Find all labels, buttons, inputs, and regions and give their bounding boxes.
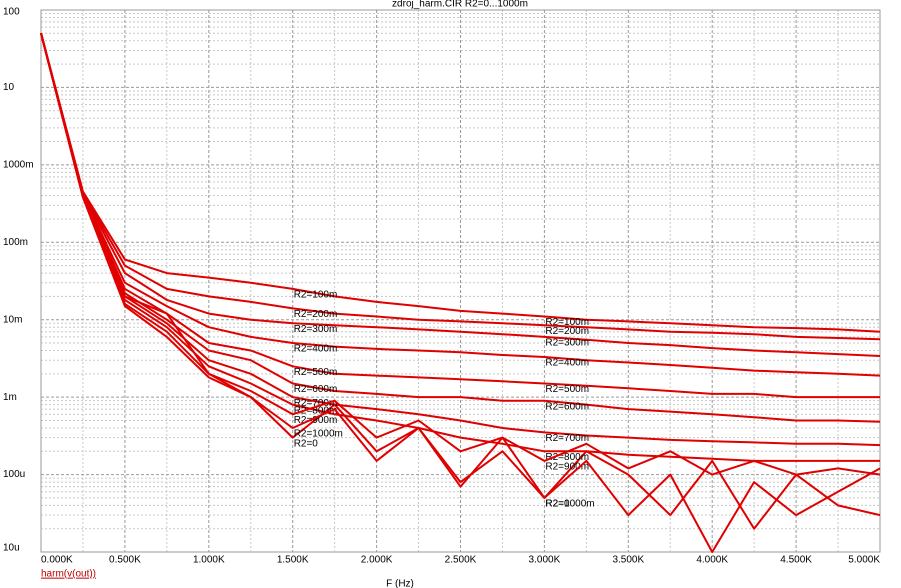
series-label: R2=500m xyxy=(294,367,338,378)
y-tick-label: 1m xyxy=(3,392,17,403)
series-label: R2=0 xyxy=(545,499,570,510)
series-line xyxy=(40,33,881,553)
series-label: R2=400m xyxy=(294,344,338,355)
series-line xyxy=(40,33,881,357)
x-tick-label: 4.500K xyxy=(780,555,812,566)
series-label: R2=0 xyxy=(294,438,319,449)
series-line xyxy=(40,33,881,423)
y-tick-label: 1000m xyxy=(3,159,34,170)
series-line xyxy=(40,33,881,377)
series-label: R2=600m xyxy=(545,401,589,412)
series-line xyxy=(40,33,880,462)
series-label: R2=800m xyxy=(545,452,589,463)
x-tick-label: 3.000K xyxy=(529,555,561,566)
series-label: R2=300m xyxy=(545,338,589,349)
series-label: R2=300m xyxy=(294,324,338,335)
x-axis-label: F (Hz) xyxy=(386,579,414,588)
x-tick-label: 2.500K xyxy=(445,555,477,566)
series-line xyxy=(40,33,881,341)
x-tick-label: 5.000K xyxy=(848,555,880,566)
series-label: R2=400m xyxy=(545,358,589,369)
y-tick-label: 10u xyxy=(3,543,20,554)
legend-label: harm(v(out)) xyxy=(41,569,96,580)
series-label: R2=500m xyxy=(545,384,589,395)
chart-title: zdroj_harm.CIR R2=0...1000m xyxy=(392,0,528,10)
x-tick-label: 4.000K xyxy=(696,555,728,566)
series-label: R2=200m xyxy=(545,326,589,337)
series-line xyxy=(40,33,880,399)
y-tick-label: 100 xyxy=(3,7,20,18)
series-line xyxy=(40,33,881,447)
x-tick-label: 2.000K xyxy=(361,555,393,566)
series-line xyxy=(40,33,881,476)
x-tick-label: 0.500K xyxy=(109,555,141,566)
series-label: R2=700m xyxy=(294,398,338,409)
series-label: R2=200m xyxy=(294,309,338,320)
y-tick-label: 100m xyxy=(3,237,28,248)
series-label: R2=900m xyxy=(545,462,589,473)
series-label: R2=900m xyxy=(294,415,338,426)
y-tick-label: 10m xyxy=(3,314,22,325)
series-line xyxy=(40,33,881,333)
y-tick-label: 10 xyxy=(3,82,15,93)
series-label: R2=1000m xyxy=(545,499,594,510)
x-tick-label: 1.500K xyxy=(277,555,309,566)
series-label: R2=600m xyxy=(294,384,338,395)
series-label: R2=1000m xyxy=(294,429,343,440)
y-tick-label: 100u xyxy=(3,469,25,480)
series-label: R2=100m xyxy=(545,317,589,328)
x-tick-label: 0.000K xyxy=(41,555,73,566)
series-label: R2=100m xyxy=(294,290,338,301)
x-tick-label: 3.500K xyxy=(612,555,644,566)
x-tick-label: 1.000K xyxy=(193,555,225,566)
series-label: R2=700m xyxy=(545,433,589,444)
series-label: R2=800m xyxy=(294,405,338,416)
